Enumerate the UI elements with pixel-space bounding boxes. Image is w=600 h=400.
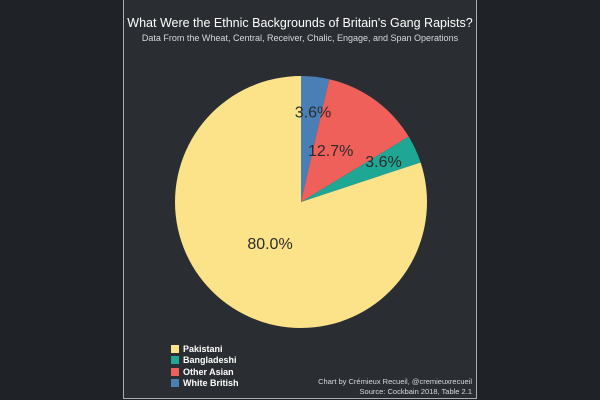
legend-item-other-asian: Other Asian	[171, 366, 239, 377]
legend-label: White British	[183, 378, 239, 388]
legend-item-white-british: White British	[171, 378, 239, 389]
legend-item-bangladeshi: Bangladeshi	[171, 355, 239, 366]
chart-panel: What Were the Ethnic Backgrounds of Brit…	[123, 0, 477, 399]
legend-label: Bangladeshi	[183, 355, 237, 365]
pie-chart: 3.6% 12.7% 3.6% 80.0%	[175, 76, 427, 328]
legend-swatch	[171, 356, 179, 364]
pie-slices	[175, 76, 427, 328]
chart-subtitle: Data From the Wheat, Central, Receiver, …	[141, 33, 459, 43]
pie-labels: 3.6% 12.7% 3.6% 80.0%	[247, 105, 401, 254]
legend-label: Pakistani	[183, 343, 223, 354]
pie-slice-white-british	[301, 76, 330, 202]
legend: Pakistani Bangladeshi Other Asian White Bri…	[171, 343, 239, 389]
chart-title: What Were the Ethnic Backgrounds of Brit…	[127, 16, 473, 30]
legend-swatch	[171, 344, 179, 353]
legend-label: Other Asian	[183, 366, 234, 377]
legend-swatch	[171, 367, 179, 376]
chart-credit: Chart by Crémieux Recueil, @cremieuxrecu…	[318, 377, 472, 397]
legend-swatch	[171, 379, 179, 387]
pie-label-bangladeshi: 3.6%	[365, 154, 401, 171]
pie-slice-bangladeshi	[301, 136, 421, 202]
pie-label-other-asian: 12.7%	[308, 143, 353, 160]
pie-slice-other-asian	[301, 79, 409, 202]
pie-label-pakistani: 80.0%	[247, 236, 292, 253]
credit-author: Chart by Crémieux Recueil, @cremieuxrecu…	[318, 377, 472, 386]
pie-label-white-british: 3.6%	[295, 105, 331, 122]
credit-source: Source: Cockbain 2018, Table 2.1	[359, 387, 472, 396]
legend-item-pakistani: Pakistani	[171, 343, 239, 354]
pie-slice-pakistani	[175, 76, 427, 328]
